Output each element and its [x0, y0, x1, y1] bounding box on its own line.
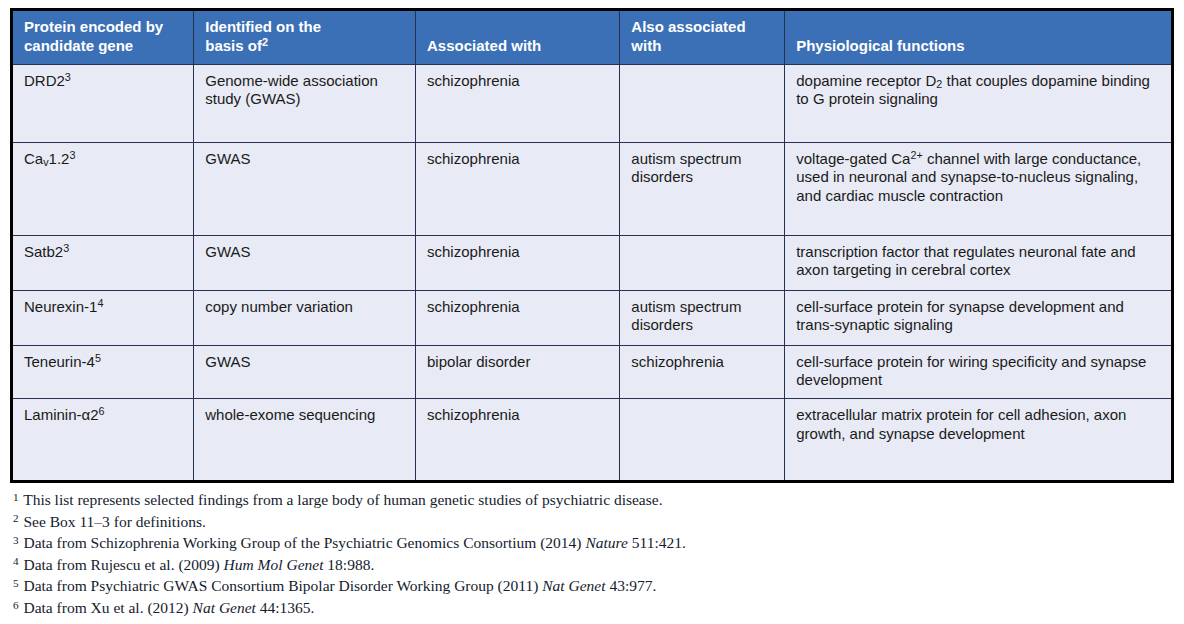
- cell-also-associated: [620, 235, 785, 290]
- header-identified-basis: Identified on the basis of2: [194, 10, 416, 65]
- table-row-satb2: Satb23 GWAS schizophrenia transcription …: [12, 235, 1173, 290]
- cell-protein: Teneurin-45: [12, 345, 194, 399]
- cell-functions: transcription factor that regulates neur…: [785, 235, 1173, 290]
- cell-protein: DRD23: [12, 64, 194, 142]
- cell-also-associated: schizophrenia: [620, 345, 785, 399]
- footnote-3: 3 Data from Schizophrenia Working Group …: [13, 533, 1174, 554]
- cell-identified-basis: whole-exome sequencing: [194, 399, 416, 482]
- header-identified-basis-label: Identified on the basis of2: [205, 18, 345, 56]
- cell-associated-with: schizophrenia: [416, 235, 620, 290]
- cell-associated-with: schizophrenia: [416, 64, 620, 142]
- footnote-5: 5 Data from Psychiatric GWAS Consortium …: [13, 576, 1174, 597]
- cell-protein: Cav1.23: [12, 142, 194, 235]
- table-row-cav12: Cav1.23 GWAS schizophrenia autism spectr…: [12, 142, 1173, 235]
- cell-functions: dopamine receptor D2 that couples dopami…: [785, 64, 1173, 142]
- cell-functions: cell-surface protein for synapse develop…: [785, 290, 1173, 345]
- cell-identified-basis: copy number variation: [194, 290, 416, 345]
- cell-also-associated: [620, 64, 785, 142]
- footnote-4: 4 Data from Rujescu et al. (2009) Hum Mo…: [13, 555, 1174, 576]
- cell-also-associated: [620, 399, 785, 482]
- cell-functions: voltage-gated Ca2+ channel with large co…: [785, 142, 1173, 235]
- cell-functions: extracellular matrix protein for cell ad…: [785, 399, 1173, 482]
- cell-associated-with: schizophrenia: [416, 290, 620, 345]
- cell-also-associated: autism spectrum disorders: [620, 290, 785, 345]
- cell-also-associated: autism spectrum disorders: [620, 142, 785, 235]
- cell-associated-with: schizophrenia: [416, 399, 620, 482]
- table-header-row: Protein encoded by candidate gene Identi…: [12, 10, 1173, 65]
- cell-identified-basis: Genome-wide association study (GWAS): [194, 64, 416, 142]
- footnote-6: 6 Data from Xu et al. (2012) Nat Genet 4…: [13, 598, 1174, 619]
- cell-protein: Laminin-α26: [12, 399, 194, 482]
- footnote-1: 1 This list represents selected findings…: [13, 490, 1174, 511]
- header-associated-with: Associated with: [416, 10, 620, 65]
- cell-associated-with: bipolar disorder: [416, 345, 620, 399]
- table-row-drd2: DRD23 Genome-wide association study (GWA…: [12, 64, 1173, 142]
- table-row-neurexin1: Neurexin-14 copy number variation schizo…: [12, 290, 1173, 345]
- header-also-associated-with: Also associated with: [620, 10, 785, 65]
- cell-identified-basis: GWAS: [194, 345, 416, 399]
- footnote-2: 2 See Box 11–3 for definitions.: [13, 512, 1174, 533]
- header-physiological-functions: Physiological functions: [785, 10, 1173, 65]
- header-protein: Protein encoded by candidate gene: [12, 10, 194, 65]
- cell-associated-with: schizophrenia: [416, 142, 620, 235]
- candidate-gene-table: Protein encoded by candidate gene Identi…: [10, 8, 1174, 483]
- table-row-teneurin4: Teneurin-45 GWAS bipolar disorder schizo…: [12, 345, 1173, 399]
- table-row-laminin-a2: Laminin-α26 whole-exome sequencing schiz…: [12, 399, 1173, 482]
- cell-identified-basis: GWAS: [194, 235, 416, 290]
- cell-protein: Neurexin-14: [12, 290, 194, 345]
- footnotes: 1 This list represents selected findings…: [10, 490, 1174, 619]
- cell-protein: Satb23: [12, 235, 194, 290]
- cell-identified-basis: GWAS: [194, 142, 416, 235]
- page: Protein encoded by candidate gene Identi…: [0, 0, 1184, 624]
- cell-functions: cell-surface protein for wiring specific…: [785, 345, 1173, 399]
